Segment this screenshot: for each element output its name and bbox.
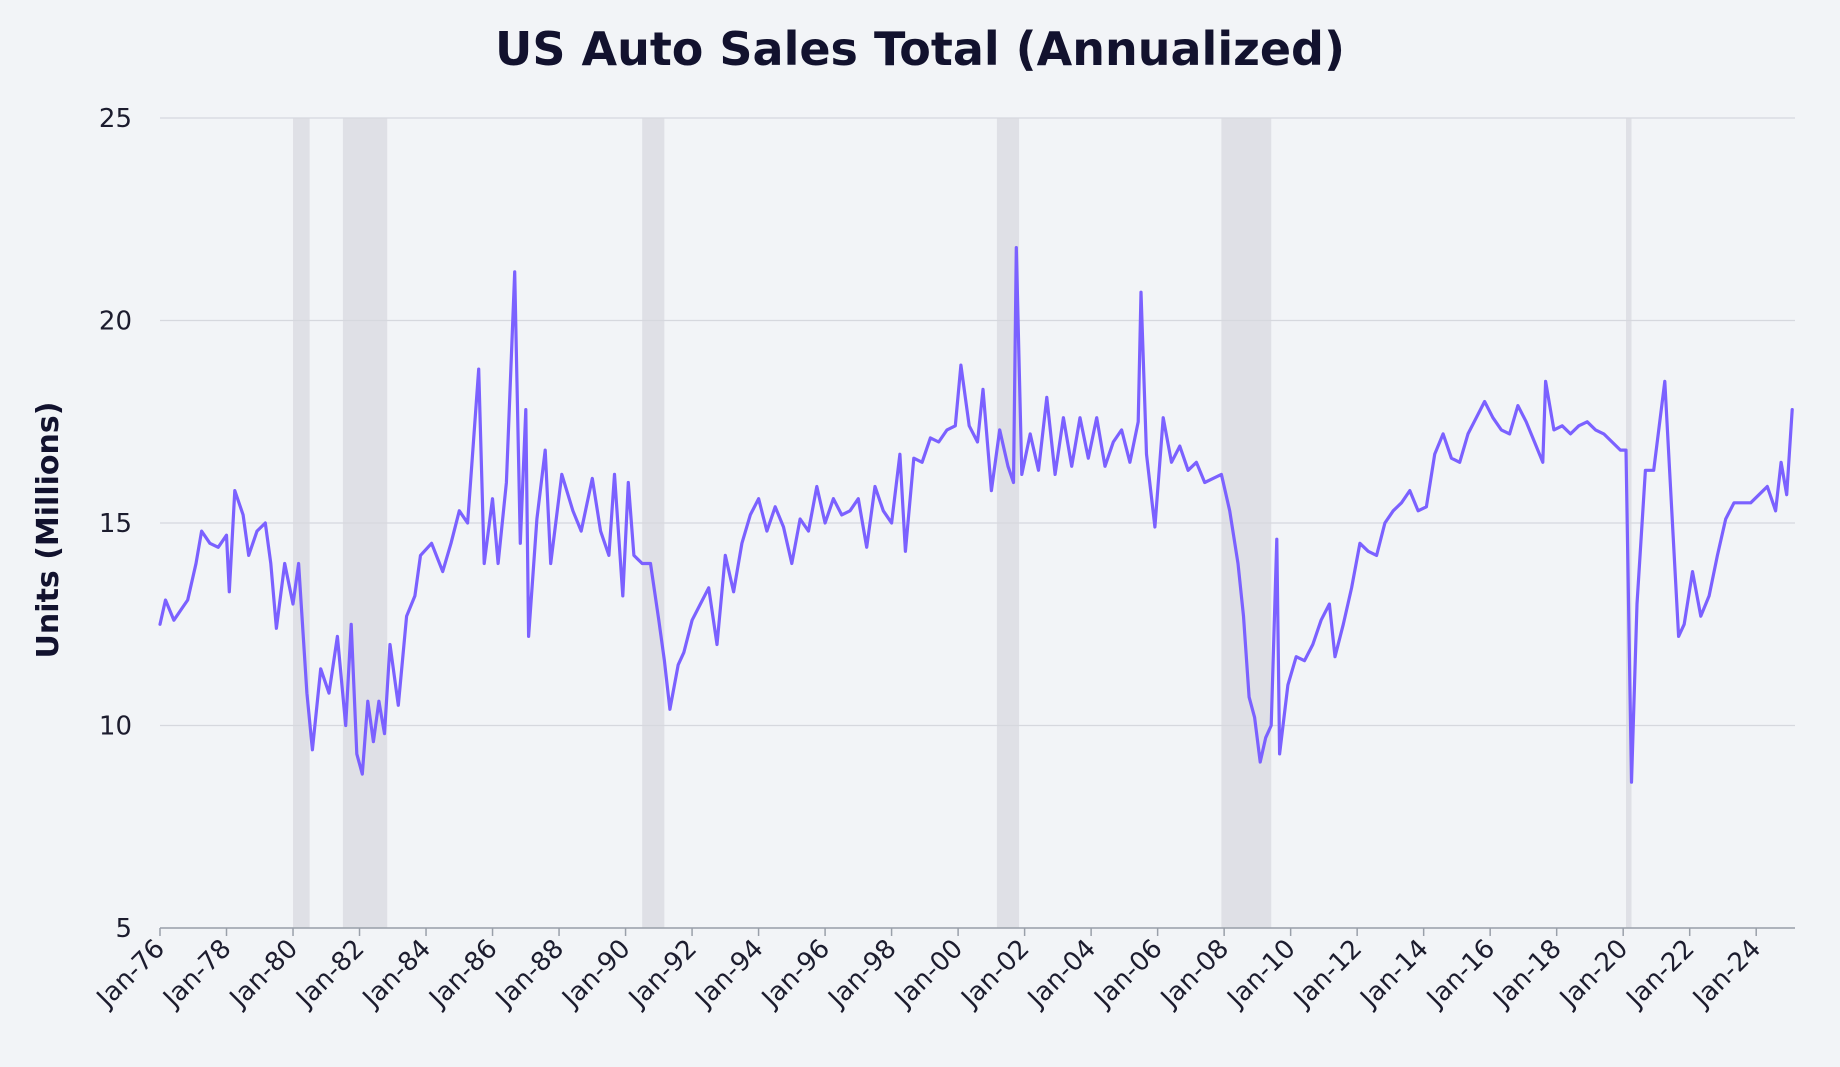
y-tick-label: 20 [99,307,132,337]
gridlines [160,117,1795,929]
x-tick-label: Jan-12 [1287,934,1368,1015]
x-tick-label: Jan-14 [1354,934,1435,1015]
series-line-0 [158,246,1794,784]
x-tick-label: Jan-96 [755,934,836,1015]
x-tick-label: Jan-22 [1620,934,1701,1015]
y-tick-label: 10 [99,712,132,742]
chart-title: US Auto Sales Total (Annualized) [494,22,1346,76]
series-group [158,246,1794,784]
x-tick-label: Jan-00 [888,934,969,1015]
y-axis: 5 10 15 20 25 [99,104,132,944]
x-tick-label: Jan-78 [156,934,237,1015]
x-tick-label: Jan-02 [955,934,1036,1015]
x-tick-label: Jan-94 [689,934,770,1015]
x-tick-label: Jan-82 [289,934,370,1015]
x-tick-label: Jan-16 [1420,934,1501,1015]
x-tick-label: Jan-88 [489,934,570,1015]
x-tick-label: Jan-90 [556,934,637,1015]
x-tick-label: Jan-08 [1154,934,1235,1015]
x-tick-label: Jan-86 [422,934,503,1015]
x-axis: Jan-76Jan-78Jan-80Jan-82Jan-84Jan-86Jan-… [90,927,1795,1015]
x-tick-label: Jan-92 [622,934,703,1015]
y-axis-label: Units (Millions) [31,402,66,659]
y-tick-label: 5 [115,914,132,944]
x-tick-label: Jan-18 [1487,934,1568,1015]
y-tick-label: 15 [99,509,132,539]
x-tick-label: Jan-04 [1021,934,1102,1015]
x-tick-label: Jan-84 [356,934,437,1015]
y-tick-label: 25 [99,104,132,134]
x-tick-label: Jan-76 [90,934,171,1015]
x-tick-label: Jan-24 [1686,934,1767,1015]
x-tick-label: Jan-10 [1221,934,1302,1015]
x-tick-label: Jan-06 [1088,934,1169,1015]
x-tick-label: Jan-20 [1553,934,1634,1015]
x-tick-label: Jan-98 [822,934,903,1015]
x-tick-label: Jan-80 [223,934,304,1015]
